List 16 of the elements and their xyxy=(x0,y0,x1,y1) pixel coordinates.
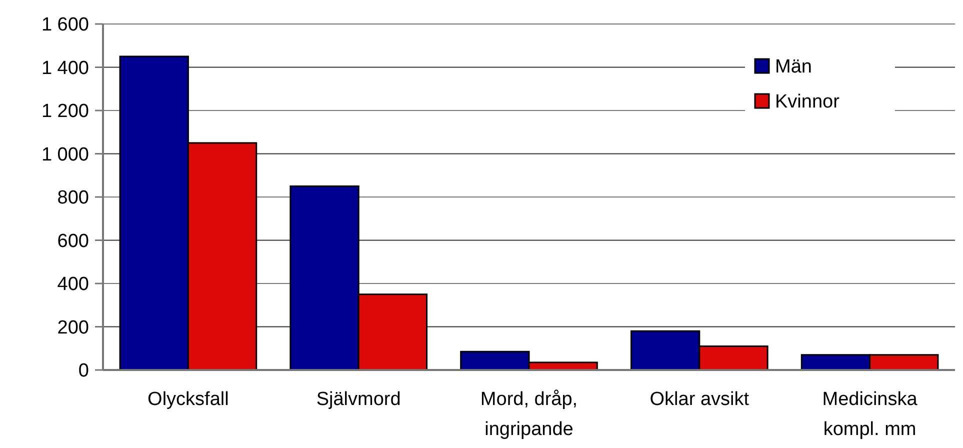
y-tick-label: 0 xyxy=(78,360,89,382)
y-tick-label: 600 xyxy=(57,230,89,252)
x-tick-label: Oklar avsikt xyxy=(650,389,750,410)
x-tick-label: Medicinska kompl. mm xyxy=(822,389,918,440)
y-tick-label: 800 xyxy=(57,188,89,209)
y-tick-label: 1 400 xyxy=(41,58,89,79)
y-tick-label: 1 000 xyxy=(41,144,89,166)
x-tick-label: Självmord xyxy=(316,389,401,410)
x-tick-label: Olycksfall xyxy=(148,389,229,410)
x-tick-label: Mord, dråp, ingripande xyxy=(480,389,578,440)
y-tick-label: 1 200 xyxy=(41,101,89,122)
y-tick-label: 1 600 xyxy=(41,14,89,36)
y-tick-label: 200 xyxy=(57,317,89,338)
legend-label: Kvinnor xyxy=(775,92,840,113)
y-tick-label: 400 xyxy=(57,274,89,296)
legend-label: Män xyxy=(775,56,812,78)
